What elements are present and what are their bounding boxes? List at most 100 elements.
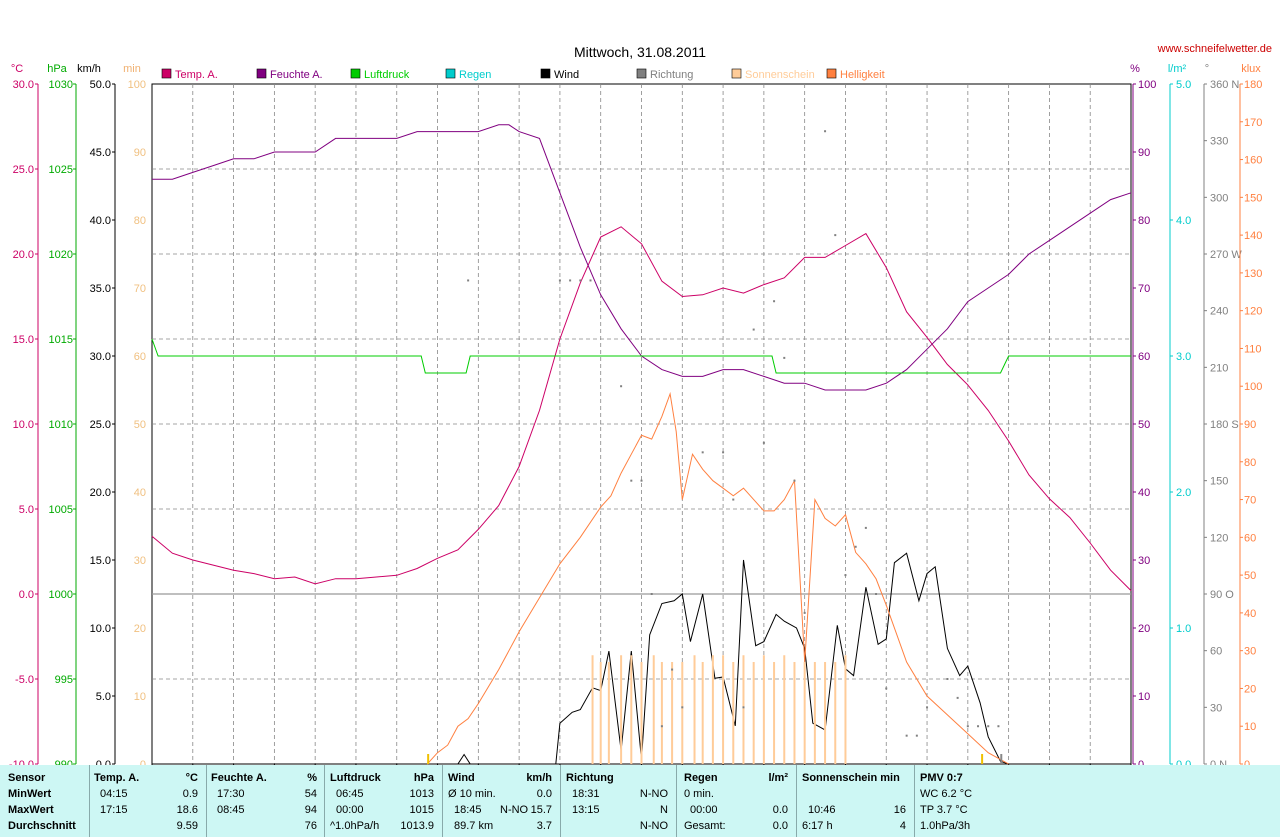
series-richtung-point <box>773 300 776 303</box>
press-axis-tick: 1005 <box>49 504 73 516</box>
hum-axis-tick: 40 <box>1138 487 1150 499</box>
dir-axis-tick: 30 <box>1210 702 1222 714</box>
axis-unit-dir: ° <box>1205 63 1209 75</box>
axis-unit-hum: % <box>1130 63 1140 75</box>
legend-label: Luftdruck <box>364 69 410 81</box>
temp-axis-tick: 10.0 <box>13 419 34 431</box>
lux-axis-tick: 150 <box>1244 192 1262 204</box>
left-axes: 30.025.020.015.010.05.00.0-5.0-10.010301… <box>9 79 146 771</box>
series-richtung-point <box>650 593 653 595</box>
wind-header: Wind <box>448 772 475 784</box>
sun-max-value: 16 <box>893 804 906 816</box>
dir-axis-tick: 180 S <box>1210 419 1239 431</box>
press-max-value: 1015 <box>409 804 434 816</box>
hum-axis-tick: 10 <box>1138 691 1150 703</box>
wind-avg-value: 3.7 <box>536 820 552 832</box>
stats-sensor-header: Sensor <box>8 772 46 784</box>
dir-axis-tick: 240 <box>1210 306 1228 318</box>
series-richtung-point <box>558 279 561 282</box>
hum-axis-tick: 100 <box>1138 79 1156 91</box>
axis-units: °C hPa km/h min% l/m² ° klux <box>11 63 1261 75</box>
legend-label: Richtung <box>650 69 693 81</box>
hum-axis-tick: 30 <box>1138 555 1150 567</box>
rain-total-label: Gesamt: <box>684 820 726 832</box>
series-luftdruck-line <box>151 338 1131 374</box>
sun-avg-value: 4 <box>899 820 906 832</box>
stats-temp-col: Temp. A. °C 04:15 0.9 17:15 18.6 9.59 <box>94 765 202 837</box>
pmv-header: PMV 0:7 <box>920 772 963 784</box>
wind-max-direction: N-NO <box>500 804 529 816</box>
press-max-time: 00:00 <box>336 804 364 816</box>
sun-axis-tick: 40 <box>134 487 146 499</box>
site-link[interactable]: www.schneifelwetter.de <box>1157 43 1272 55</box>
series-richtung-point <box>905 734 908 737</box>
lux-axis-tick: 100 <box>1244 381 1262 393</box>
legend-label: Feuchte A. <box>270 69 323 81</box>
hum-max-value: 94 <box>304 804 317 816</box>
series-richtung-point <box>752 328 755 331</box>
sun-axis-tick: 80 <box>134 215 146 227</box>
sun-axis-tick: 90 <box>134 147 146 159</box>
hum-unit: % <box>307 772 317 784</box>
wind-axis-tick: 5.0 <box>96 691 111 703</box>
chart-title: Mittwoch, 31.08.2011 <box>574 44 706 60</box>
series-richtung-point <box>671 668 674 671</box>
dir-max-time: 13:15 <box>572 804 600 816</box>
hum-axis-tick: 90 <box>1138 147 1150 159</box>
stats-rain-col: Regen l/m² 0 min. 00:00 0.0 Gesamt: 0.0 <box>684 765 792 837</box>
legend-label: Helligkeit <box>840 69 885 81</box>
press-axis-tick: 1010 <box>49 419 73 431</box>
series-wind-line <box>152 552 1131 765</box>
press-axis-tick: 1030 <box>49 79 73 91</box>
series-richtung-point <box>569 279 572 282</box>
sun-header: Sonnenschein min <box>802 772 900 784</box>
dir-axis-tick: 360 N <box>1210 79 1239 91</box>
temp-axis-tick: 30.0 <box>13 79 34 91</box>
wind-axis-tick: 45.0 <box>90 147 111 159</box>
axis-unit-press: hPa <box>47 63 67 75</box>
series-feuchte-a-line <box>152 124 1132 391</box>
dir-axis-tick: 90 O <box>1210 589 1234 601</box>
series-richtung-point <box>742 706 745 709</box>
lux-axis-tick: 140 <box>1244 230 1262 242</box>
temp-axis-tick: 25.0 <box>13 164 34 176</box>
wind-axis-tick: 50.0 <box>90 79 111 91</box>
legend-label: Temp. A. <box>175 69 218 81</box>
series-richtung-point <box>793 479 796 482</box>
series-richtung-point <box>854 545 857 548</box>
lux-axis-tick: 90 <box>1244 419 1256 431</box>
series-richtung-point <box>701 451 704 454</box>
wind-axis-tick: 10.0 <box>90 623 111 635</box>
stats-hum-col: Feuchte A.% 17:30 54 08:45 94 76 <box>211 765 321 837</box>
wind-distance: 89.7 km <box>454 820 494 832</box>
hum-axis-tick: 70 <box>1138 283 1150 295</box>
plot-grid <box>151 83 1132 765</box>
series-richtung-point <box>762 441 765 444</box>
series-richtung-point <box>681 706 684 709</box>
dir-axis-tick: 330 <box>1210 136 1228 148</box>
rain-axis-tick: 1.0 <box>1176 623 1191 635</box>
series-richtung-point <box>997 725 1000 728</box>
legend: Temp. A. Feuchte A. Luftdruck Regen Wind Rich… <box>161 68 885 81</box>
stats-press-col: Luftdruck hPa 06:45 1013 00:00 1015 ^1.0hPa… <box>330 765 438 837</box>
hum-header: Feuchte A. <box>211 772 267 784</box>
stats-separator <box>442 765 443 837</box>
sun-axis-tick: 10 <box>134 691 146 703</box>
series-richtung-point <box>915 734 918 737</box>
wind-axis-tick: 25.0 <box>90 419 111 431</box>
rain-axis-tick: 5.0 <box>1176 79 1191 91</box>
statistics-panel: Sensor MinWert MaxWert Durchschnitt Temp… <box>0 765 1280 837</box>
stats-separator <box>914 765 915 837</box>
legend-label: Sonnenschein <box>745 69 815 81</box>
lux-axis-tick: 160 <box>1244 155 1262 167</box>
legend-swatch <box>256 68 267 79</box>
temp-axis-tick: -5.0 <box>15 674 34 686</box>
stats-min-label: MinWert <box>8 788 52 800</box>
wind-10min-value: 0.0 <box>536 788 552 800</box>
wind-axis-tick: 40.0 <box>90 215 111 227</box>
stats-separator <box>324 765 325 837</box>
sun-duration: 6:17 h <box>802 820 833 832</box>
hum-avg-value: 76 <box>304 820 317 832</box>
pmv-pressure-trend: 1.0hPa/3h <box>920 820 971 832</box>
series-richtung-point <box>660 725 663 728</box>
